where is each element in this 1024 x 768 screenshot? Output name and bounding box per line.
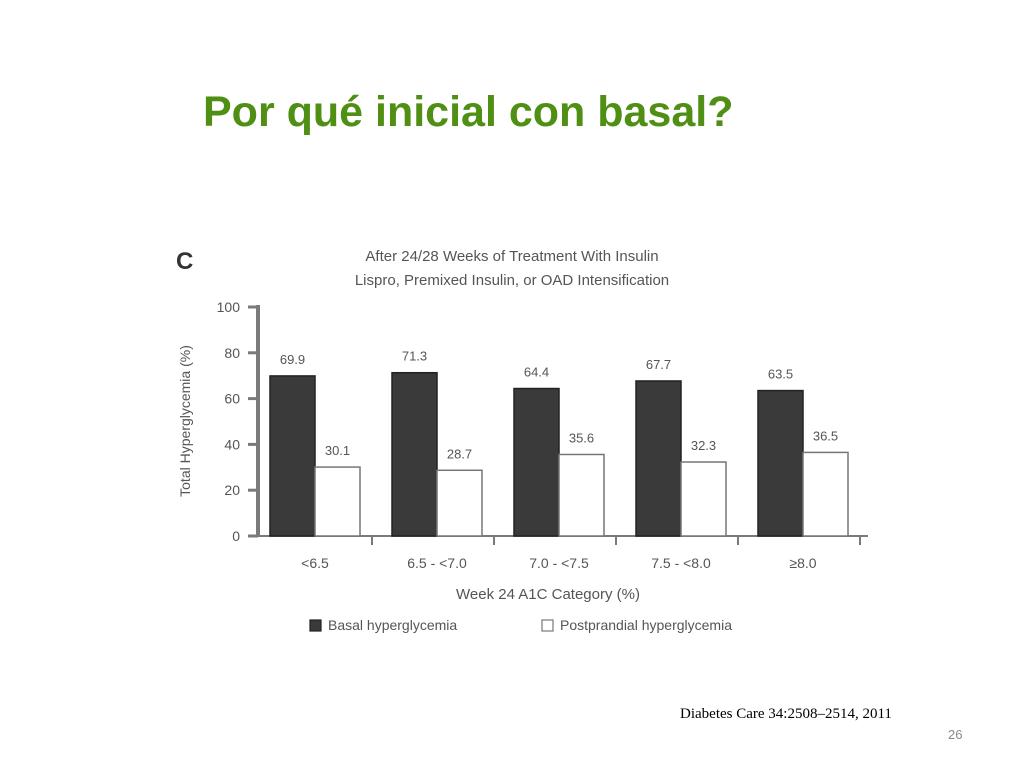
legend: Basal hyperglycemia Postprandial hypergly… bbox=[309, 617, 732, 633]
data-label: 71.3 bbox=[402, 349, 427, 364]
data-label: 28.7 bbox=[447, 446, 472, 461]
legend-label: Basal hyperglycemia bbox=[328, 617, 457, 633]
y-tick-label: 40 bbox=[224, 436, 240, 452]
y-axis-label: Total Hyperglycemia (%) bbox=[177, 345, 193, 497]
y-tick-label: 60 bbox=[224, 391, 240, 407]
data-label: 35.6 bbox=[569, 430, 594, 445]
data-label: 64.4 bbox=[524, 365, 549, 380]
x-tick-label: 7.5 - <8.0 bbox=[651, 555, 711, 571]
x-tick-label: <6.5 bbox=[301, 555, 329, 571]
plot-area: 0 20 40 60 80 100 69.9 30.1 <6.5 71.3 28.7 6.5 - <7… bbox=[217, 299, 868, 571]
y-tick-label: 100 bbox=[217, 299, 241, 315]
bar-chart: C After 24/28 Weeks of Treatment With In… bbox=[176, 248, 868, 633]
chart-panel-label: C bbox=[176, 248, 193, 275]
x-tick-label: 7.0 - <7.5 bbox=[529, 555, 589, 571]
y-tick-label: 80 bbox=[224, 345, 240, 361]
x-tick-label: ≥8.0 bbox=[789, 555, 816, 571]
legend-swatch bbox=[541, 619, 554, 632]
bar bbox=[635, 380, 682, 537]
data-label: 32.3 bbox=[691, 438, 716, 453]
chart-subtitle: Lispro, Premixed Insulin, or OAD Intensi… bbox=[355, 272, 669, 289]
y-tick-label: 20 bbox=[224, 482, 240, 498]
data-label: 67.7 bbox=[646, 357, 671, 372]
bar bbox=[757, 389, 804, 537]
chart-title: After 24/28 Weeks of Treatment With Insu… bbox=[365, 248, 658, 265]
x-axis-label: Week 24 A1C Category (%) bbox=[456, 586, 640, 603]
data-label: 63.5 bbox=[768, 367, 793, 382]
page-number: 26 bbox=[948, 727, 963, 742]
x-tick-label: 6.5 - <7.0 bbox=[407, 555, 467, 571]
bar bbox=[269, 375, 316, 537]
bar bbox=[391, 371, 438, 537]
y-tick-label: 0 bbox=[232, 528, 240, 544]
data-label: 69.9 bbox=[280, 352, 305, 367]
bar bbox=[802, 451, 849, 537]
bar bbox=[558, 453, 605, 537]
legend-label: Postprandial hyperglycemia bbox=[560, 617, 732, 633]
bar bbox=[436, 469, 483, 537]
bar bbox=[314, 466, 361, 537]
data-label: 36.5 bbox=[813, 428, 838, 443]
bar bbox=[513, 387, 560, 537]
citation: Diabetes Care 34:2508–2514, 2011 bbox=[680, 706, 892, 722]
legend-swatch bbox=[309, 619, 322, 632]
bar bbox=[680, 461, 727, 537]
slide-title: Por qué inicial con basal? bbox=[203, 88, 734, 136]
data-label: 30.1 bbox=[325, 443, 350, 458]
